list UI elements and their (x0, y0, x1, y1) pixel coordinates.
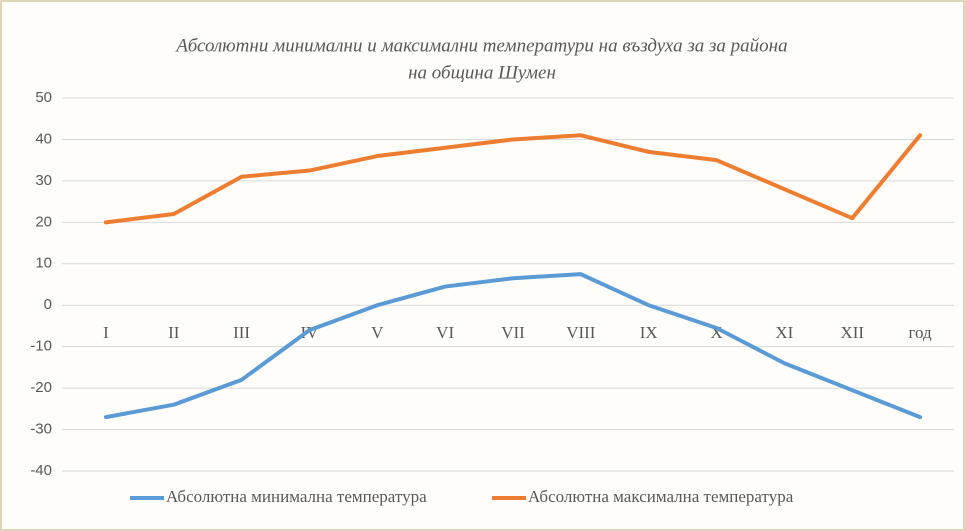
chart-title: на община Шумен (408, 62, 556, 83)
data-line (103, 272, 923, 420)
y-tick-label: 10 (35, 255, 52, 272)
x-tick-label: XI (775, 323, 793, 342)
x-tick-label: V (371, 323, 384, 342)
y-tick-label: 20 (35, 213, 52, 230)
y-tick-label: 30 (35, 172, 52, 189)
y-tick-label: 40 (35, 130, 52, 147)
x-tick-label: VI (436, 323, 454, 342)
chart-title: Абсолютни минимални и максимални темпера… (174, 35, 787, 56)
y-tick-label: 50 (35, 89, 52, 106)
x-tick-label: II (168, 323, 180, 342)
x-tick-label: XII (840, 323, 864, 342)
y-tick-label: -20 (30, 379, 52, 396)
legend-label: Абсолютна минимална температура (166, 487, 427, 506)
x-tick-label: год (908, 323, 932, 342)
data-line (103, 133, 923, 225)
y-tick-label: -30 (30, 421, 52, 438)
legend-label: Абсолютна максимална температура (528, 487, 794, 506)
x-tick-label: VII (501, 323, 525, 342)
y-tick-label: -40 (30, 462, 52, 479)
x-tick-label: VIII (566, 323, 596, 342)
x-tick-label: I (103, 323, 109, 342)
y-tick-label: 0 (44, 296, 52, 313)
y-tick-label: -10 (30, 338, 52, 355)
x-tick-label: IX (640, 323, 658, 342)
x-tick-label: III (233, 323, 250, 342)
